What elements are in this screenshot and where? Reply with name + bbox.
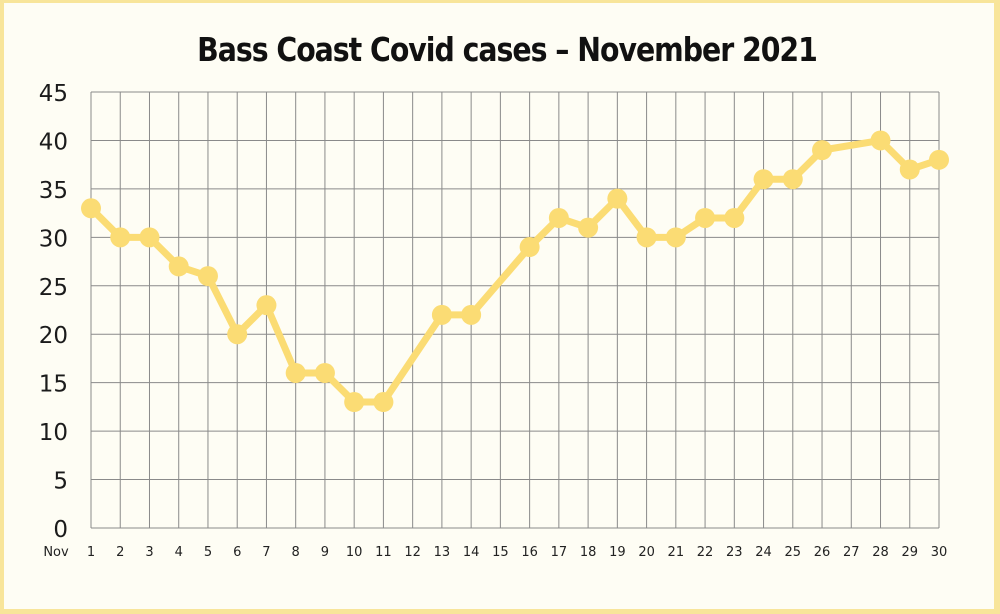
data-point-marker: [812, 140, 833, 161]
data-point-marker: [929, 149, 949, 170]
y-tick-label: 35: [39, 178, 68, 204]
x-tick-label: 19: [609, 545, 626, 560]
x-tick-label: 18: [580, 545, 597, 560]
data-point-marker: [81, 198, 101, 219]
data-point-marker: [519, 237, 540, 258]
data-point-marker: [782, 169, 803, 190]
data-point-marker: [607, 188, 628, 209]
data-point-marker: [168, 256, 189, 277]
data-point-marker: [197, 266, 218, 287]
data-point-marker: [431, 304, 452, 325]
x-tick-label: 20: [638, 545, 655, 560]
data-point-marker: [695, 207, 716, 228]
y-axis: 0 5 10 15 20 25 30 35 40 45: [39, 81, 68, 543]
data-point-marker: [344, 392, 365, 413]
data-point-marker: [285, 362, 306, 383]
x-tick-label: 13: [434, 545, 451, 560]
series-line: [87, 136, 943, 406]
x-tick-label: 2: [116, 545, 124, 560]
data-point-marker: [110, 227, 131, 248]
data-point-marker: [899, 159, 920, 180]
data-point-marker: [578, 217, 599, 238]
x-tick-label: 14: [463, 545, 480, 560]
x-tick-label: 7: [262, 545, 270, 560]
x-tick-label: 24: [755, 545, 772, 560]
chart-frame: [4, 3, 994, 609]
y-tick-label: 10: [39, 420, 68, 446]
x-tick-label: 22: [697, 545, 714, 560]
x-axis-label: Nov: [43, 545, 69, 560]
x-tick-label: 5: [204, 545, 212, 560]
data-point-marker: [314, 362, 335, 383]
y-tick-label: 0: [53, 517, 68, 543]
y-tick-label: 15: [39, 372, 68, 398]
y-tick-label: 30: [39, 226, 68, 252]
x-tick-label: 6: [233, 545, 241, 560]
data-point-marker: [373, 392, 394, 413]
chart-title: Bass Coast Covid cases – November 2021: [197, 30, 818, 69]
data-point-marker: [724, 207, 745, 228]
x-tick-label: 27: [843, 545, 860, 560]
x-tick-label: 15: [492, 545, 509, 560]
x-tick-label: 21: [668, 545, 685, 560]
x-tick-label: 23: [726, 545, 743, 560]
x-tick-label: 8: [292, 545, 300, 560]
x-tick-label: 3: [145, 545, 153, 560]
x-tick-label: 11: [375, 545, 392, 560]
x-tick-label: 1: [87, 545, 95, 560]
y-tick-label: 25: [39, 275, 68, 301]
data-point-marker: [870, 130, 891, 151]
y-tick-label: 45: [39, 81, 68, 107]
cases-series: [81, 130, 949, 413]
x-tick-label: 26: [814, 545, 831, 560]
data-point-marker: [548, 207, 569, 228]
y-tick-label: 20: [39, 323, 68, 349]
y-tick-label: 40: [39, 129, 68, 155]
x-tick-label: 30: [931, 545, 948, 560]
x-tick-label: 9: [321, 545, 329, 560]
data-point-marker: [256, 295, 277, 316]
x-tick-label: 29: [901, 545, 918, 560]
x-tick-label: 17: [551, 545, 568, 560]
x-tick-label: 10: [346, 545, 363, 560]
data-point-marker: [461, 304, 482, 325]
data-point-marker: [636, 227, 657, 248]
x-tick-label: 16: [521, 545, 538, 560]
y-tick-label: 5: [53, 469, 68, 495]
data-point-marker: [753, 169, 774, 190]
x-axis: Nov 1 2 3 4 5 6 7 8 9 10 11 12 13 14 15 16 17 18 19 20 21 22 23…: [43, 545, 947, 560]
data-point-marker: [665, 227, 686, 248]
x-tick-label: 25: [785, 545, 802, 560]
data-point-marker: [227, 324, 248, 345]
x-tick-label: 4: [175, 545, 183, 560]
x-tick-label: 12: [404, 545, 421, 560]
data-point-marker: [139, 227, 160, 248]
x-tick-label: 28: [872, 545, 889, 560]
